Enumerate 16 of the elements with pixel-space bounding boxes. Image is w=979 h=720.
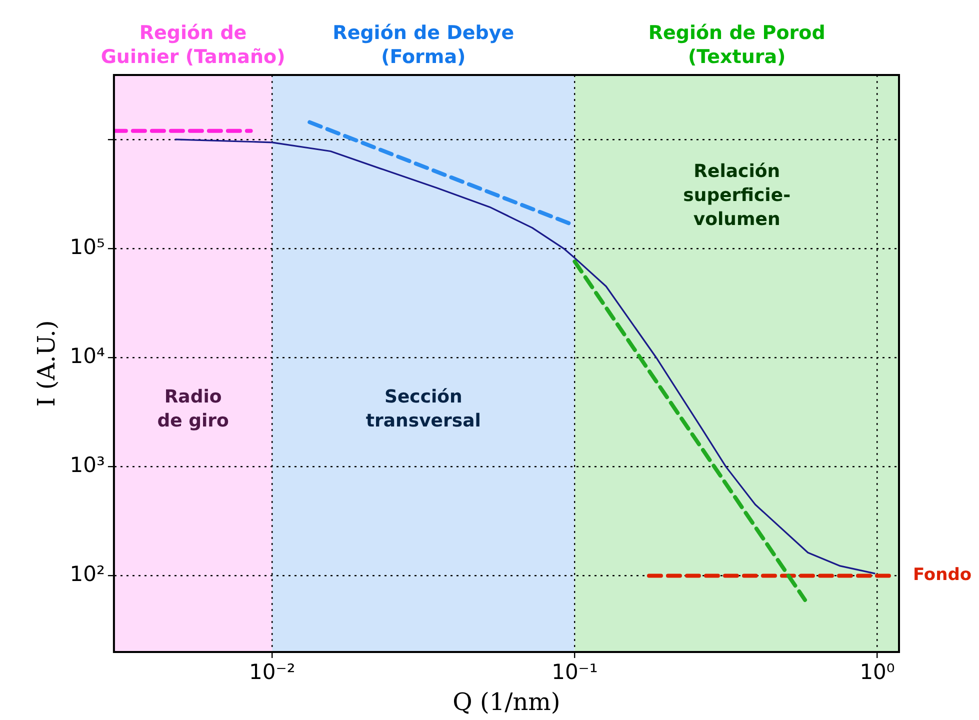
series-label: Fondo: [913, 565, 972, 586]
x-axis-title: Q (1/nm): [452, 688, 560, 716]
x-tick-label: 10⁰: [860, 660, 895, 684]
band-label: Región de Debye (Forma): [332, 22, 514, 68]
annotation: Relación superficie-volumen: [683, 160, 791, 230]
y-axis-title: I (A.U.): [32, 320, 61, 407]
y-tick-label: 10³: [70, 453, 105, 478]
y-tick-label: 10⁵: [70, 234, 105, 259]
annotation: Sección transversal: [366, 386, 481, 432]
x-tick-label: 10⁻²: [249, 660, 296, 684]
x-tick-label: 10⁻¹: [552, 660, 598, 684]
band-label: Región de Guinier (Tamaño): [100, 22, 286, 68]
band-label: Región de Porod (Textura): [648, 22, 826, 68]
annotation: Radio de giro: [157, 386, 229, 432]
y-tick-label: 10²: [70, 562, 105, 586]
y-tick-label: 10⁴: [70, 344, 105, 368]
